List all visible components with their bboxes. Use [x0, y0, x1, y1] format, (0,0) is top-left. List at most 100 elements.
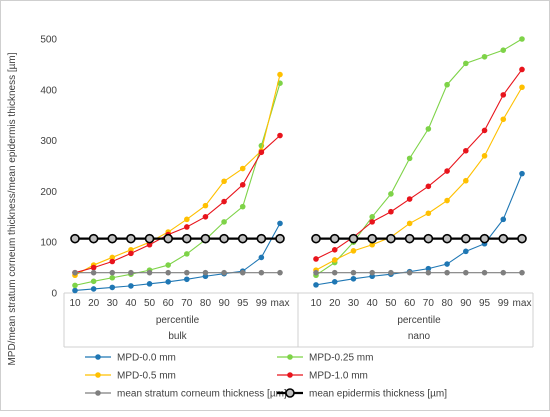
data-point [388, 269, 394, 276]
data-point [239, 203, 246, 210]
x-group-sublabel: percentile [397, 315, 441, 326]
data-point [481, 127, 488, 134]
series-mpd-0-0-mm [72, 170, 525, 294]
data-point [331, 257, 338, 263]
x-tick-label: 95 [479, 298, 491, 309]
data-point [463, 177, 469, 184]
legend-swatch-marker [287, 354, 293, 360]
data-point [275, 233, 285, 244]
series-line [315, 69, 523, 260]
data-point [313, 256, 319, 262]
legend-swatch-marker [285, 388, 295, 398]
data-point [388, 191, 394, 197]
x-tick-label: 50 [385, 298, 397, 309]
data-point [444, 197, 450, 204]
x-tick-label: 20 [88, 298, 100, 309]
x-tick-label: max [513, 298, 532, 309]
data-point [313, 282, 319, 288]
data-point [331, 269, 338, 276]
y-tick-label: 200 [40, 187, 57, 198]
series-line [74, 83, 281, 286]
data-point [144, 233, 155, 244]
data-point [239, 165, 246, 172]
data-point [350, 275, 357, 282]
x-tick-label: 50 [144, 298, 156, 309]
data-point [184, 276, 190, 283]
data-point [277, 269, 283, 276]
legend-item: mean epidermis thickness [µm] [277, 388, 447, 400]
x-tick-label: 99 [498, 298, 510, 309]
data-point [519, 170, 525, 177]
x-group-sublabel: percentile [156, 315, 200, 326]
data-point [500, 116, 507, 123]
data-point [184, 224, 190, 230]
data-point [406, 196, 413, 202]
y-axis-ticks: 0 100 200 300 400 500 [40, 35, 57, 300]
data-point [90, 269, 97, 276]
data-point [109, 284, 116, 291]
plot-area [70, 36, 527, 294]
data-point [146, 281, 153, 287]
data-point [202, 214, 209, 220]
data-point [221, 219, 227, 225]
x-tick-label: 20 [329, 298, 341, 309]
y-tick-label: 300 [40, 136, 57, 147]
x-tick-label: 90 [460, 298, 472, 309]
x-tick-label: 60 [404, 298, 416, 309]
data-point [369, 214, 375, 220]
x-tick-label: 10 [69, 298, 81, 309]
legend-item: MPD-1.0 mm [277, 371, 368, 382]
data-point [221, 269, 227, 276]
data-point [219, 233, 229, 244]
data-point [519, 66, 525, 73]
data-point [239, 181, 246, 188]
series-mean-epidermis-thickness-m [70, 233, 527, 244]
data-point [461, 233, 471, 244]
data-point [184, 269, 190, 276]
data-point [200, 233, 211, 244]
data-point [72, 269, 78, 276]
data-point [90, 264, 97, 271]
data-point [425, 210, 432, 217]
data-point [406, 269, 413, 276]
data-point [444, 269, 450, 276]
legend-label: MPD-0.0 mm [117, 353, 176, 364]
data-point [258, 269, 265, 276]
data-point [277, 220, 283, 227]
legend-label: MPD-0.25 mm [309, 353, 373, 364]
series-line [315, 173, 523, 286]
data-point [406, 155, 413, 162]
y-axis-label: MPD/mean stratum corneum thickness/mean … [7, 52, 18, 365]
data-point [425, 126, 432, 132]
data-point [277, 71, 283, 78]
y-tick-label: 100 [40, 238, 57, 249]
x-tick-label: 70 [423, 298, 435, 309]
data-point [388, 208, 394, 215]
y-tick-label: 0 [51, 289, 57, 300]
data-point [109, 274, 116, 281]
data-point [109, 254, 116, 261]
legend-swatch-marker [95, 372, 101, 378]
data-point [479, 233, 490, 244]
x-tick-label: 70 [181, 298, 193, 309]
data-point [311, 233, 321, 244]
data-point [128, 283, 134, 289]
data-point [519, 36, 525, 42]
legend-item: mean stratum corneum thickness [µm] [85, 389, 287, 400]
series-line [74, 223, 281, 292]
data-point [519, 269, 525, 276]
data-point [126, 233, 136, 244]
data-point [72, 282, 78, 289]
data-point [163, 233, 173, 244]
x-tick-label: 30 [348, 298, 360, 309]
data-point [367, 233, 377, 244]
data-point [369, 269, 375, 276]
data-point [442, 233, 452, 244]
legend-label: mean stratum corneum thickness [µm] [117, 389, 287, 400]
legend-label: MPD-1.0 mm [309, 371, 368, 382]
data-point [258, 149, 265, 156]
data-point [128, 250, 134, 257]
x-tick-label: 80 [442, 298, 454, 309]
x-tick-label: 80 [200, 298, 212, 309]
